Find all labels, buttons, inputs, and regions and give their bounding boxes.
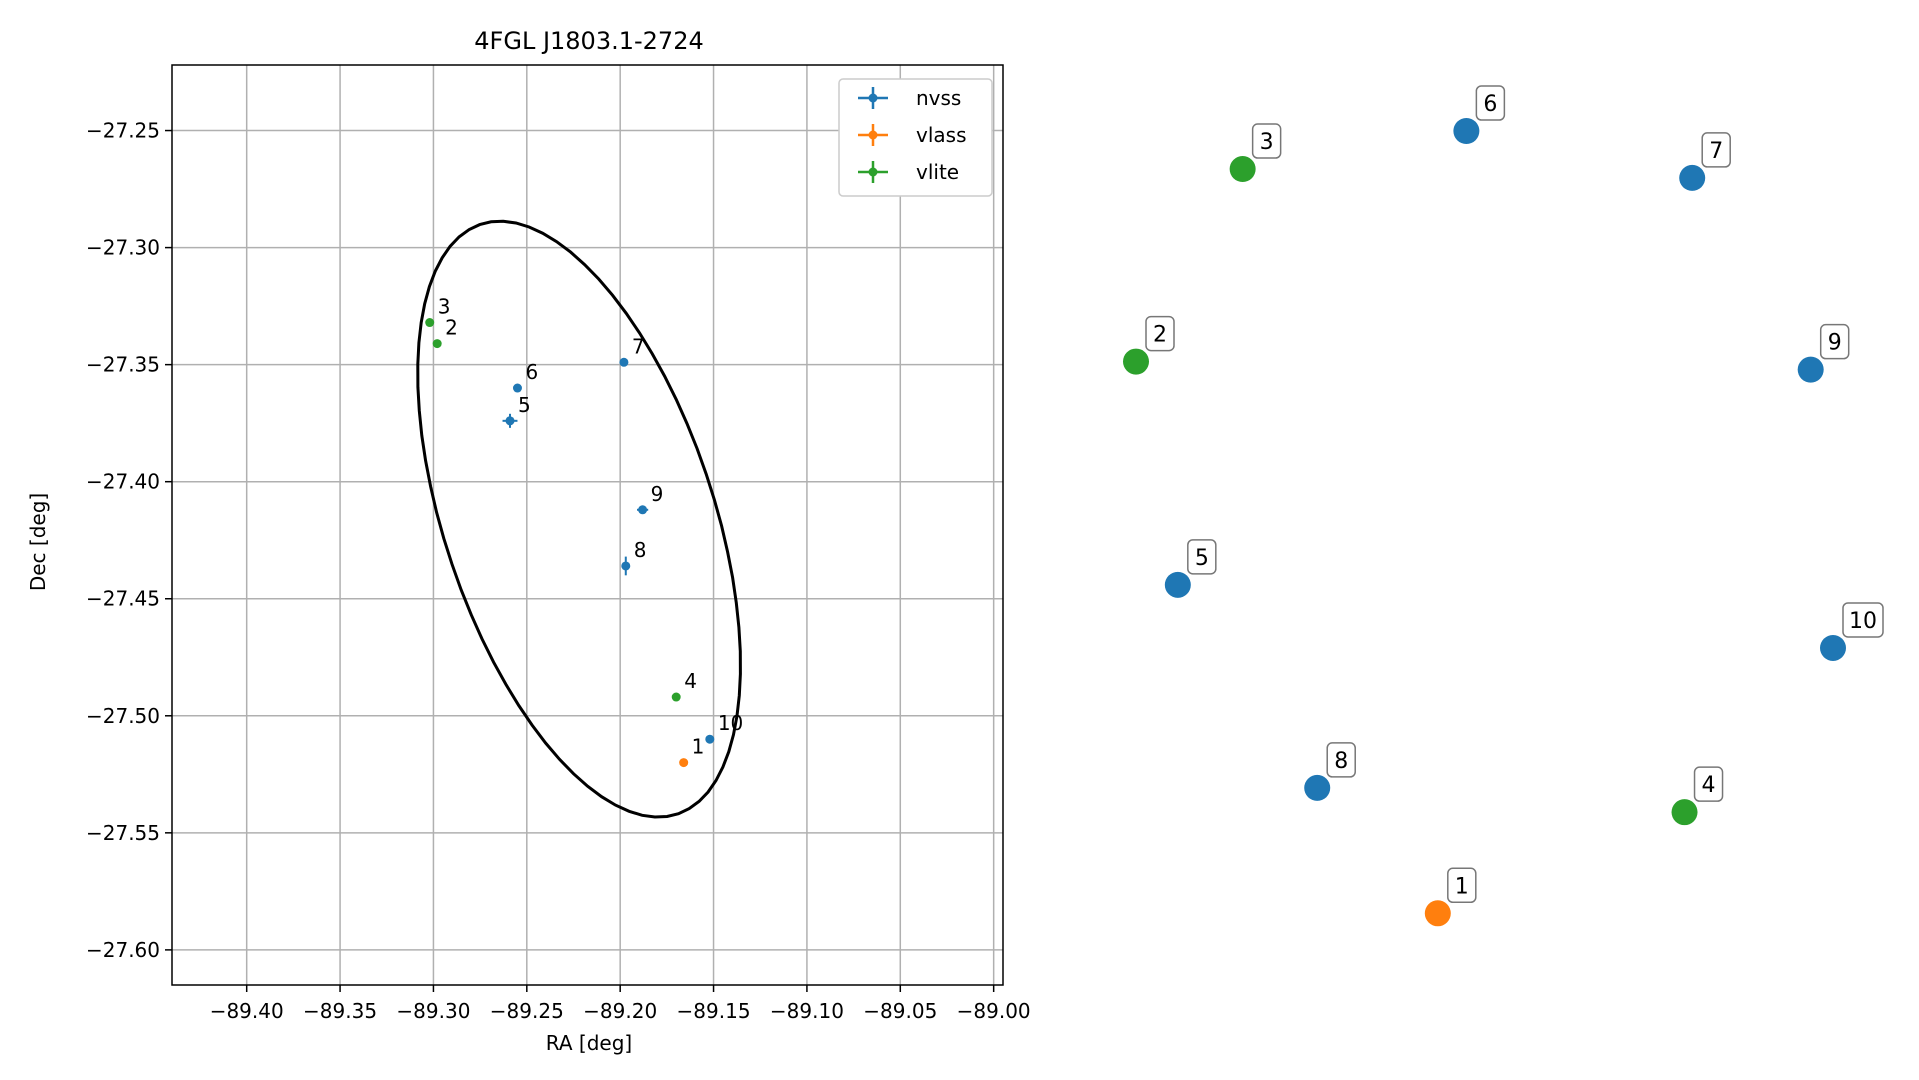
x-tick-label: −89.25 bbox=[490, 999, 564, 1023]
source-2-point bbox=[432, 339, 442, 349]
source-7-label: 7 bbox=[632, 334, 645, 358]
graph-node-8-label-box bbox=[1326, 742, 1356, 778]
legend-vlite-label: vlite bbox=[916, 160, 959, 184]
graph-node-7-label: 7 bbox=[1709, 139, 1723, 164]
graph-node-2-label-box bbox=[1145, 315, 1175, 352]
y-tick-label: −27.35 bbox=[86, 353, 160, 377]
source-1-label: 1 bbox=[692, 735, 705, 759]
y-tick-label: −27.55 bbox=[86, 821, 160, 845]
x-tick-label: −89.20 bbox=[583, 999, 657, 1023]
graph-node-9-label: 9 bbox=[1828, 331, 1842, 356]
graph-node-9-label-box bbox=[1819, 323, 1850, 360]
graph-node-6 bbox=[1453, 118, 1480, 144]
y-tick-label: −27.50 bbox=[86, 704, 160, 728]
y-axis-label: Dec [deg] bbox=[26, 493, 50, 591]
graph-node-2-label: 2 bbox=[1153, 323, 1167, 348]
source-9-point bbox=[638, 505, 648, 515]
graph-node-5-label-box bbox=[1187, 539, 1217, 575]
x-axis-ticks: −89.40 −89.35 −89.30 −89.25 −89.20 −89.15 −89.… bbox=[210, 985, 1031, 1023]
x-gridlines bbox=[245, 65, 995, 985]
y-tick-label: −27.45 bbox=[86, 587, 160, 611]
y-tick-label: −27.30 bbox=[86, 236, 160, 260]
graph-node-2 bbox=[1123, 348, 1149, 375]
x-tick-label: −89.00 bbox=[957, 999, 1031, 1023]
graph-node-8 bbox=[1304, 774, 1331, 801]
x-axis-label: RA [deg] bbox=[546, 1031, 632, 1055]
legend-vlite-marker bbox=[868, 167, 878, 177]
graph-node-10-label-box bbox=[1842, 602, 1884, 638]
source-10-point bbox=[705, 734, 715, 744]
y-gridlines bbox=[172, 129, 1003, 951]
x-tick-label: −89.15 bbox=[677, 999, 751, 1023]
graph-node-1-label-box bbox=[1447, 867, 1477, 904]
y-tick-label: −27.40 bbox=[86, 470, 160, 494]
source-1-point bbox=[679, 758, 689, 768]
source-8-label: 8 bbox=[634, 538, 647, 562]
source-3-label: 3 bbox=[438, 295, 451, 319]
x-tick-label: −89.10 bbox=[770, 999, 844, 1023]
source-8-point bbox=[621, 561, 631, 571]
graph-node-6-label: 6 bbox=[1483, 92, 1497, 117]
legend-box bbox=[838, 78, 993, 197]
legend-nvss-label: nvss bbox=[916, 86, 961, 110]
source-5-label: 5 bbox=[518, 393, 531, 417]
source-7-point bbox=[619, 357, 629, 367]
source-5-point bbox=[505, 416, 515, 426]
graph-node-5 bbox=[1164, 571, 1191, 598]
source-4-point bbox=[671, 692, 681, 702]
source-graph: 1 2 3 4 5 6 7 8 9 10 bbox=[1123, 85, 1884, 927]
source-6-point bbox=[512, 383, 522, 393]
legend-vlass-marker bbox=[868, 130, 878, 140]
chart-title: 4FGL J1803.1-2724 bbox=[474, 27, 703, 55]
graph-node-4-label-box bbox=[1693, 766, 1724, 802]
x-tick-label: −89.40 bbox=[210, 999, 284, 1023]
y-tick-label: −27.25 bbox=[86, 119, 160, 143]
localization-ellipse bbox=[416, 219, 742, 819]
x-tick-label: −89.35 bbox=[303, 999, 377, 1023]
graph-node-1-label: 1 bbox=[1455, 874, 1469, 899]
source-3-point bbox=[425, 318, 435, 328]
graph-node-3 bbox=[1229, 156, 1256, 183]
y-axis-ticks: −27.25 −27.30 −27.35 −27.40 −27.45 −27.50 −27.… bbox=[86, 119, 172, 962]
graph-node-8-label: 8 bbox=[1334, 749, 1348, 774]
graph-node-5-label: 5 bbox=[1195, 546, 1209, 571]
source-10-label: 10 bbox=[718, 711, 743, 735]
plot-frame bbox=[171, 64, 1004, 986]
graph-node-10-label: 10 bbox=[1849, 609, 1877, 634]
source-9-label: 9 bbox=[651, 482, 664, 506]
graph-node-4-label: 4 bbox=[1702, 773, 1716, 798]
legend: nvss vlass vlite bbox=[838, 78, 993, 197]
graph-node-3-label-box bbox=[1251, 123, 1282, 159]
graph-node-7 bbox=[1679, 164, 1706, 191]
graph-node-1 bbox=[1424, 900, 1451, 927]
legend-vlass-label: vlass bbox=[916, 123, 967, 147]
graph-node-6-label-box bbox=[1475, 85, 1506, 121]
x-tick-label: −89.30 bbox=[396, 999, 470, 1023]
graph-node-7-label-box bbox=[1701, 132, 1731, 168]
graph-node-10 bbox=[1820, 634, 1846, 661]
source-2-label: 2 bbox=[445, 316, 458, 340]
source-4-label: 4 bbox=[684, 669, 697, 693]
x-tick-label: −89.05 bbox=[863, 999, 937, 1023]
legend-nvss-marker bbox=[868, 93, 878, 103]
graph-node-4 bbox=[1671, 799, 1698, 826]
graph-node-9 bbox=[1797, 356, 1824, 383]
y-tick-label: −27.60 bbox=[86, 938, 160, 962]
graph-node-3-label: 3 bbox=[1260, 130, 1274, 155]
source-6-label: 6 bbox=[525, 360, 538, 384]
